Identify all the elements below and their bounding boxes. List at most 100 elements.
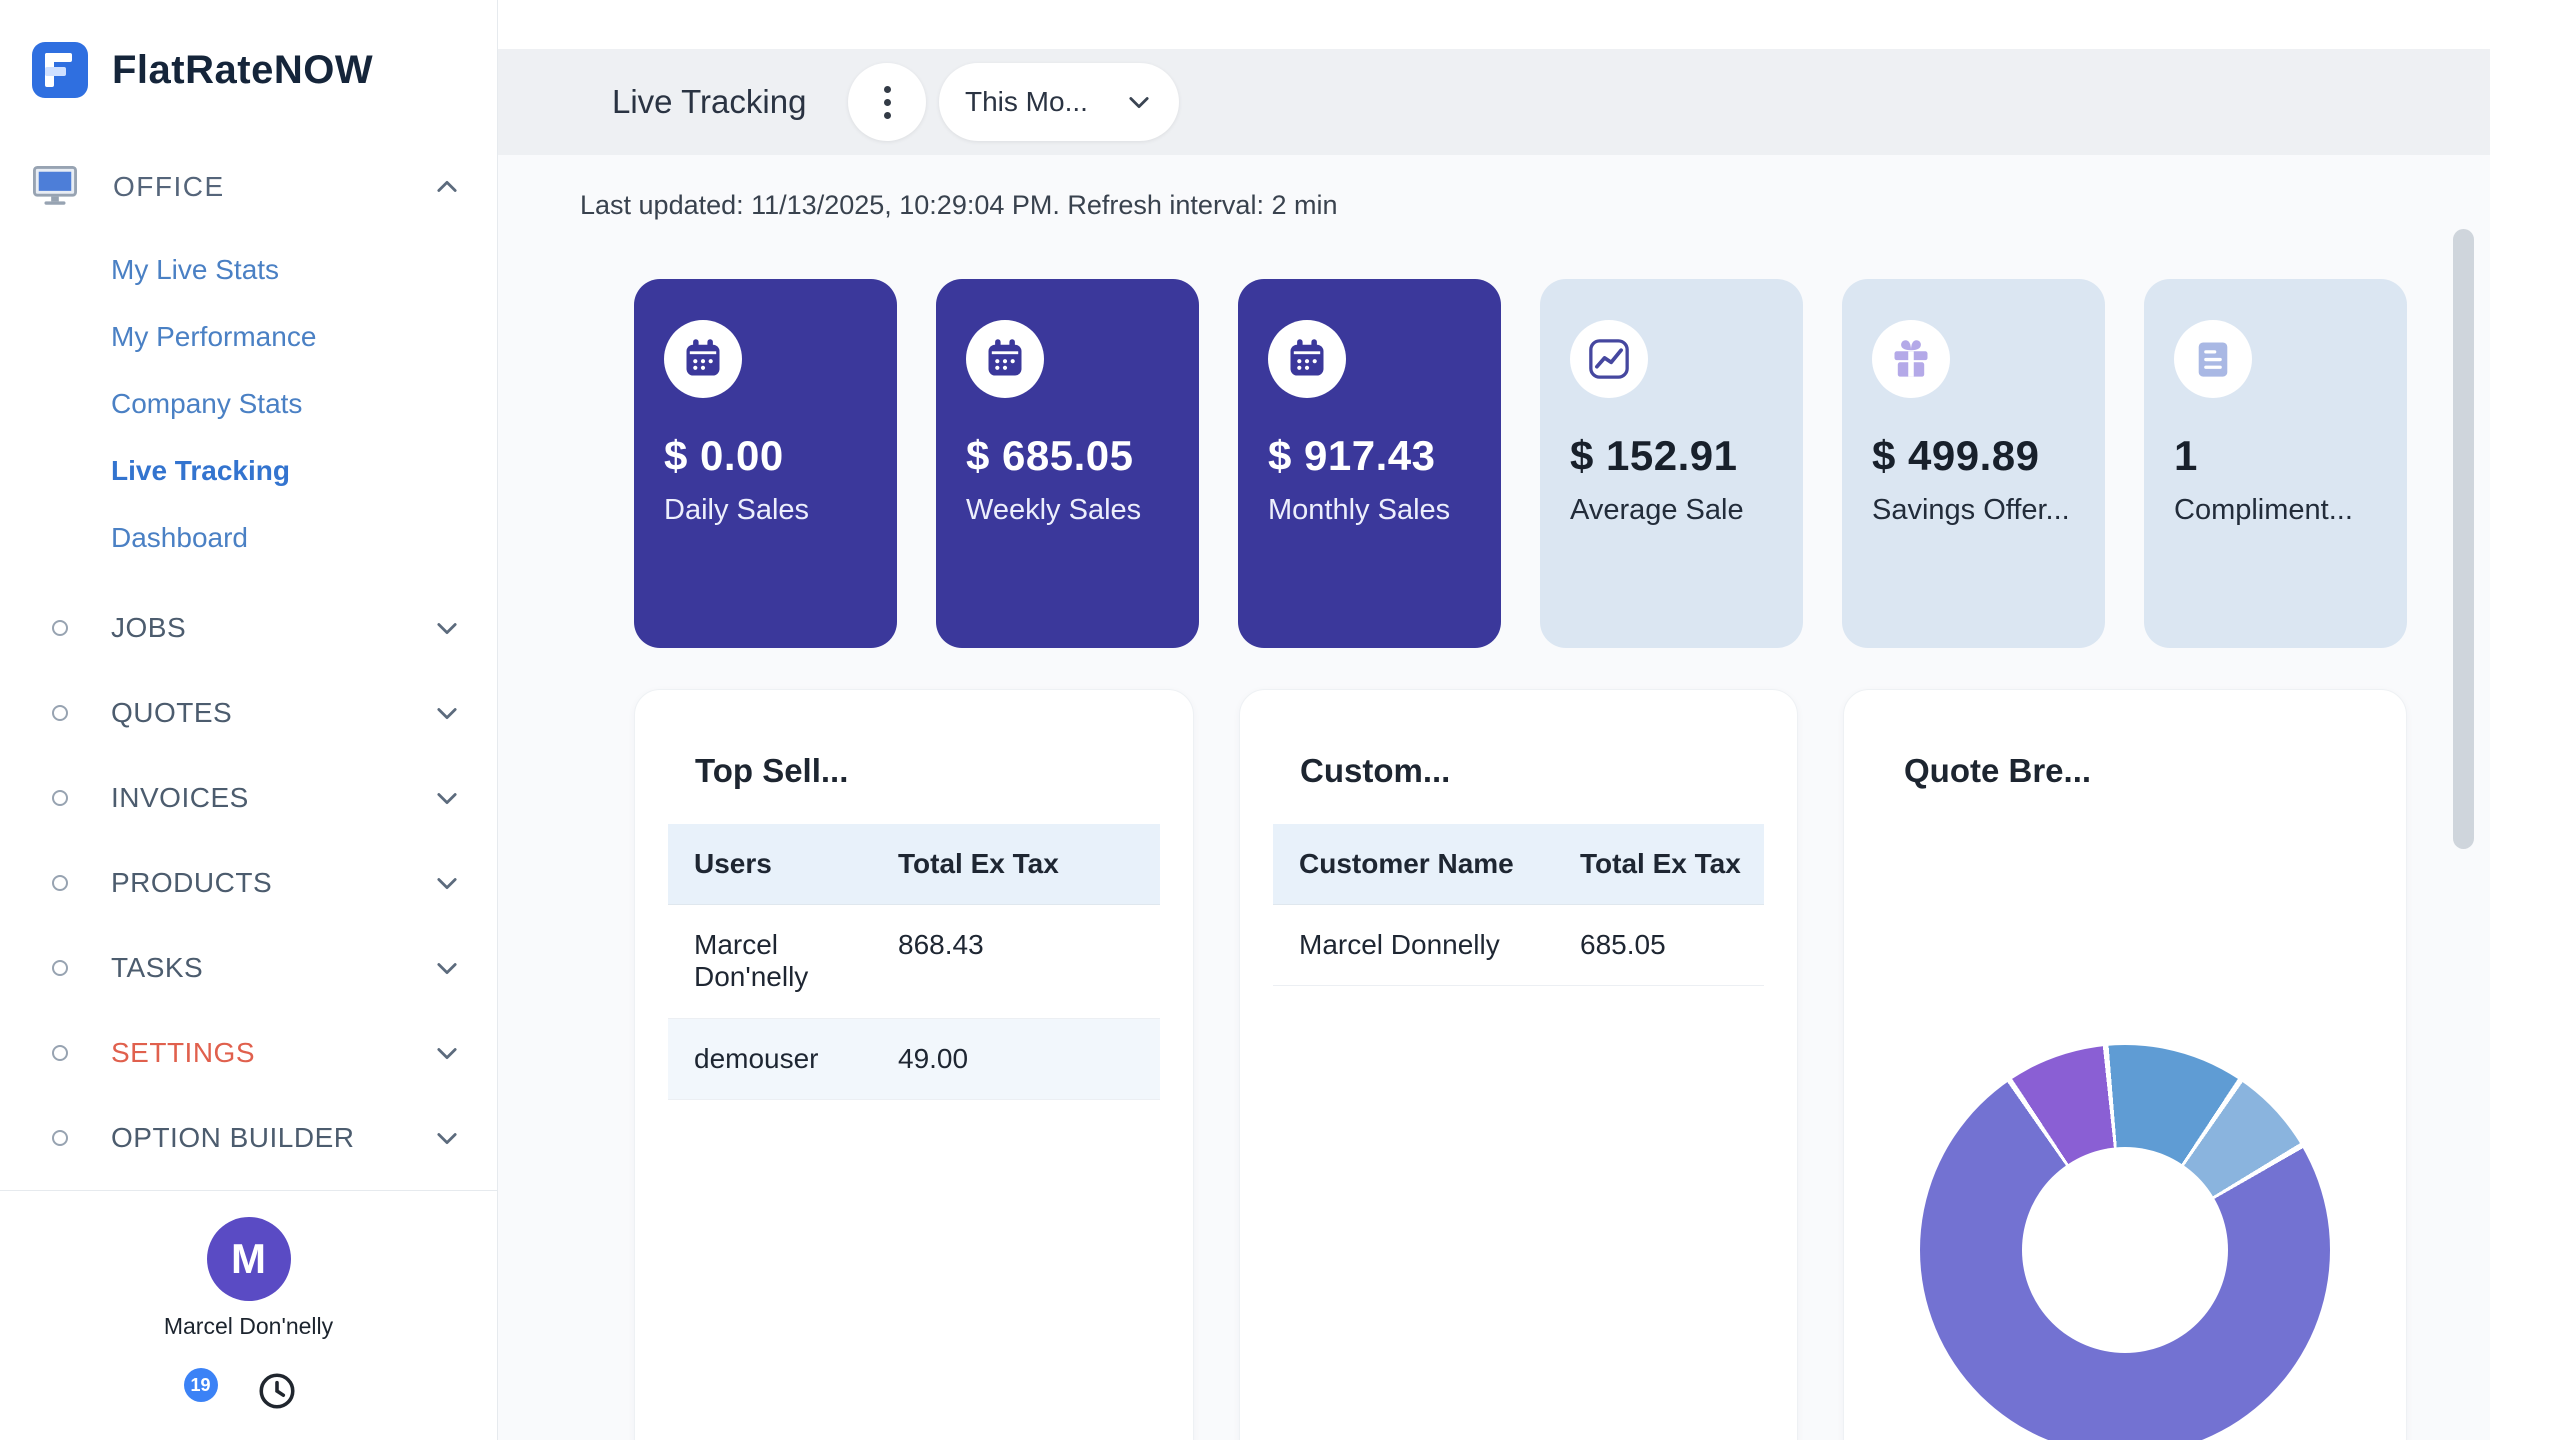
table-row: demouser 49.00 (668, 1018, 1160, 1100)
clock-button[interactable] (256, 1370, 298, 1412)
sidebar-item-live-tracking[interactable]: Live Tracking (111, 455, 290, 486)
chevron-down-icon (433, 954, 461, 982)
table-row: Marcel Donnelly 685.05 (1273, 905, 1764, 987)
sidebar-group-office[interactable]: OFFICE (0, 152, 497, 222)
bullet-icon (52, 874, 68, 891)
customers-title: Custom... (1300, 752, 1451, 789)
scrollbar-track (2490, 0, 2560, 1440)
bullet-icon (52, 704, 68, 721)
bullet-icon (52, 1044, 68, 1061)
top-sellers-table: Users Total Ex Tax Marcel Don'nelly 868.… (668, 824, 1160, 1100)
sidebar-item-tasks[interactable]: TASKS (0, 925, 497, 1010)
sidebar-item-products-label: PRODUCTS (111, 866, 273, 898)
stat-card-daily-sales: $ 0.00 Daily Sales (634, 279, 897, 648)
stat-value: $ 152.91 (1570, 432, 1738, 479)
brand-name: FlatRateNOW (112, 47, 374, 92)
stat-label: Weekly Sales (966, 494, 1142, 526)
sidebar-item-company-stats[interactable]: Company Stats (111, 388, 303, 419)
top-sellers-title: Top Sell... (695, 752, 849, 789)
period-select[interactable]: This Mo... (939, 63, 1179, 141)
chat-unread-badge: 19 (183, 1368, 218, 1402)
brand-logo[interactable]: FlatRateNOW (0, 0, 497, 100)
chevron-down-icon (433, 1039, 461, 1067)
office-subnav: My Live Stats My Performance Company Sta… (0, 236, 497, 571)
sidebar-item-jobs[interactable]: JOBS (0, 585, 497, 670)
sidebar-group-office-label: OFFICE (113, 171, 225, 202)
customers-panel: Custom... Customer Name Total Ex Tax Mar… (1239, 689, 1798, 1440)
brand-logo-icon (30, 40, 90, 100)
chevron-up-icon (433, 173, 461, 201)
sidebar-item-tasks-label: TASKS (111, 951, 204, 983)
calendar-icon (1268, 320, 1346, 398)
stat-value: $ 917.43 (1268, 432, 1436, 479)
sidebar-item-dashboard[interactable]: Dashboard (111, 522, 248, 553)
chevron-down-icon (433, 784, 461, 812)
sidebar-item-quotes-label: QUOTES (111, 696, 233, 728)
sidebar-item-my-performance[interactable]: My Performance (111, 321, 317, 352)
toolbar: Live Tracking This Mo... (498, 49, 2490, 155)
stat-label: Savings Offer... (1872, 494, 2070, 526)
sidebar-item-option-builder-label: OPTION BUILDER (111, 1121, 355, 1153)
chevron-down-icon (1125, 88, 1153, 116)
sidebar-sections: JOBS QUOTES INVOICES PRODUCTS TASKS (0, 585, 497, 1180)
sidebar-item-invoices[interactable]: INVOICES (0, 755, 497, 840)
calendar-icon (966, 320, 1044, 398)
chevron-down-icon (433, 1124, 461, 1152)
page-title: Live Tracking (612, 83, 807, 120)
column-header-total-ex-tax: Total Ex Tax (1580, 848, 1741, 879)
stat-card-savings-offered: $ 499.89 Savings Offer... (1842, 279, 2105, 648)
table-cell-customer: Marcel Donnelly (1299, 929, 1500, 961)
stat-card-monthly-sales: $ 917.43 Monthly Sales (1238, 279, 1501, 648)
quote-breakdown-title: Quote Bre... (1904, 752, 2092, 789)
table-cell-total: 868.43 (898, 929, 984, 961)
report-icon (2174, 320, 2252, 398)
sidebar-item-option-builder[interactable]: OPTION BUILDER (0, 1095, 497, 1180)
sidebar-item-settings-label: SETTINGS (111, 1036, 256, 1068)
sidebar: FlatRateNOW OFFICE My Live Stats My Perf… (0, 0, 498, 1440)
column-header-users: Users (694, 848, 772, 879)
stat-value: $ 0.00 (664, 432, 784, 479)
main-area: Live Tracking This Mo... Last updated: 1… (498, 0, 2560, 1440)
kebab-menu-button[interactable] (848, 63, 926, 141)
calendar-icon (664, 320, 742, 398)
sidebar-item-invoices-label: INVOICES (111, 781, 249, 813)
user-icons: 19 (183, 1368, 298, 1432)
bullet-icon (52, 959, 68, 976)
stat-label: Monthly Sales (1268, 494, 1451, 526)
top-strip (498, 0, 2560, 49)
stat-value: $ 499.89 (1872, 432, 2040, 479)
quote-breakdown-panel: Quote Bre... (1843, 689, 2407, 1440)
column-header-customer-name: Customer Name (1299, 848, 1514, 879)
table-header-row: Users Total Ex Tax (668, 824, 1160, 906)
stat-card-compliments: 1 Compliment... (2144, 279, 2407, 648)
sidebar-item-settings[interactable]: SETTINGS (0, 1010, 497, 1095)
stat-value: $ 685.05 (966, 432, 1134, 479)
user-block: M Marcel Don'nelly 19 (0, 1217, 497, 1432)
chart-icon (1570, 320, 1648, 398)
customers-table: Customer Name Total Ex Tax Marcel Donnel… (1273, 824, 1764, 987)
stat-label: Average Sale (1570, 494, 1744, 526)
bullet-icon (52, 619, 68, 636)
bullet-icon (52, 1129, 68, 1146)
table-cell-user: Marcel Don'nelly (694, 929, 809, 993)
scrollbar-thumb[interactable] (2453, 229, 2474, 849)
table-cell-total: 49.00 (898, 1042, 969, 1074)
sidebar-item-my-live-stats[interactable]: My Live Stats (111, 254, 280, 285)
chevron-down-icon (433, 869, 461, 897)
avatar[interactable]: M (206, 1217, 291, 1301)
sidebar-item-products[interactable]: PRODUCTS (0, 840, 497, 925)
gift-icon (1872, 320, 1950, 398)
sidebar-item-quotes[interactable]: QUOTES (0, 670, 497, 755)
stat-cards: $ 0.00 Daily Sales $ 685.05 Weekly Sales… (634, 279, 2407, 648)
bullet-icon (52, 789, 68, 806)
table-header-row: Customer Name Total Ex Tax (1273, 824, 1764, 906)
column-header-total-ex-tax: Total Ex Tax (898, 848, 1059, 879)
top-sellers-panel: Top Sell... Users Total Ex Tax Marcel Do… (634, 689, 1194, 1440)
kebab-icon (883, 85, 891, 93)
stat-card-average-sale: $ 152.91 Average Sale (1540, 279, 1803, 648)
dashboard-panels: Top Sell... Users Total Ex Tax Marcel Do… (634, 689, 2407, 1440)
table-cell-total: 685.05 (1580, 929, 1666, 961)
last-updated-text: Last updated: 11/13/2025, 10:29:04 PM. R… (580, 190, 1338, 220)
period-select-value: This Mo... (965, 86, 1088, 117)
